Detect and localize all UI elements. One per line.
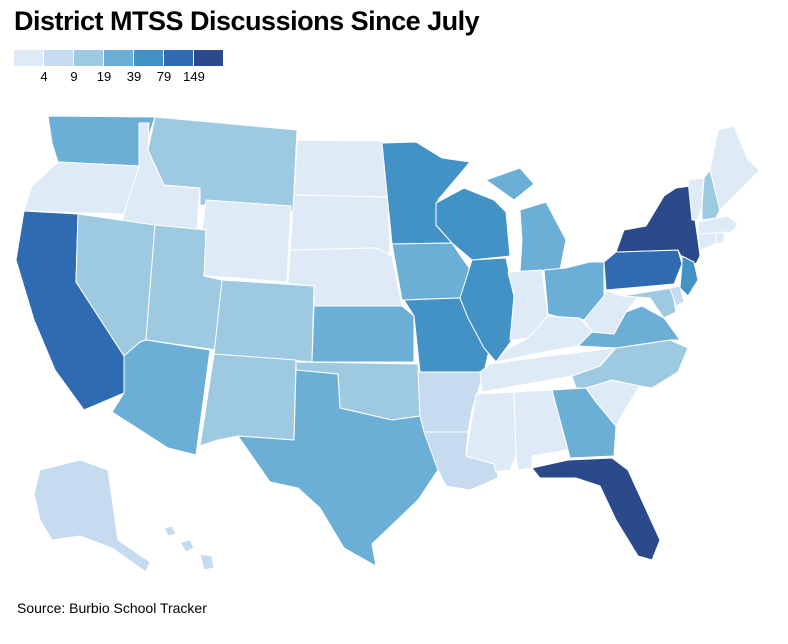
map-title: District MTSS Discussions Since July bbox=[14, 6, 480, 36]
legend-swatch bbox=[194, 50, 223, 66]
state-co bbox=[213, 279, 315, 363]
state-md bbox=[621, 287, 677, 319]
map-legend: 4 9 19 39 79 149 bbox=[14, 50, 223, 84]
state-wy bbox=[195, 199, 292, 283]
state-tx bbox=[237, 369, 439, 567]
state-vt bbox=[687, 177, 705, 221]
legend-swatch bbox=[74, 50, 103, 66]
state-ky bbox=[495, 315, 593, 363]
state-ia bbox=[391, 242, 473, 301]
state-ks bbox=[311, 305, 415, 363]
legend-swatch bbox=[14, 50, 43, 66]
legend-label: 19 bbox=[96, 69, 112, 84]
state-me bbox=[709, 125, 761, 211]
state-ak bbox=[33, 459, 151, 573]
legend-labels: 4 9 19 39 79 149 bbox=[14, 66, 223, 84]
legend-swatch bbox=[104, 50, 133, 66]
legend-label: 9 bbox=[70, 69, 78, 84]
legend-label: 4 bbox=[40, 69, 48, 84]
state-or bbox=[23, 161, 140, 215]
state-nc bbox=[571, 339, 689, 389]
state-pa bbox=[603, 249, 683, 291]
state-nd bbox=[293, 139, 389, 198]
legend-color-scale bbox=[14, 50, 223, 66]
legend-label: 79 bbox=[156, 69, 172, 84]
state-sd bbox=[289, 194, 391, 256]
legend-swatch bbox=[164, 50, 193, 66]
state-ri bbox=[715, 231, 725, 245]
state-nj bbox=[679, 255, 699, 297]
state-nm bbox=[199, 353, 297, 447]
state-hi bbox=[163, 525, 215, 571]
state-la bbox=[423, 431, 499, 491]
legend-label: 39 bbox=[126, 69, 142, 84]
legend-label: 149 bbox=[183, 69, 205, 84]
state-wi bbox=[435, 187, 511, 261]
state-az bbox=[111, 339, 211, 456]
state-wv bbox=[583, 289, 643, 335]
source-note: Source: Burbio School Tracker bbox=[17, 600, 207, 616]
legend-swatch bbox=[44, 50, 73, 66]
state-id bbox=[117, 122, 201, 243]
state-de bbox=[669, 285, 685, 307]
state-ct bbox=[697, 232, 717, 251]
state-fl bbox=[531, 457, 661, 561]
legend-swatch bbox=[134, 50, 163, 66]
